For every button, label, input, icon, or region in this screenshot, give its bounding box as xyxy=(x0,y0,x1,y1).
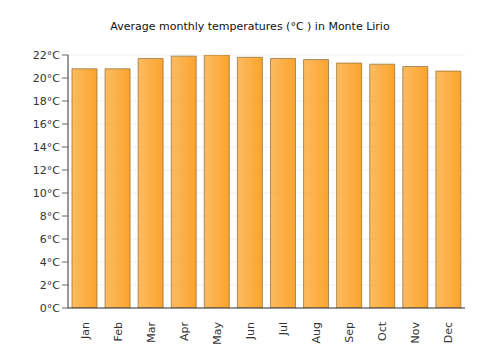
svg-text:16°C: 16°C xyxy=(33,118,60,131)
svg-text:Jan: Jan xyxy=(79,322,92,340)
svg-text:Aug: Aug xyxy=(310,322,323,343)
svg-text:4°C: 4°C xyxy=(40,256,60,269)
svg-text:Jul: Jul xyxy=(277,322,290,336)
svg-text:10°C: 10°C xyxy=(33,187,60,200)
svg-text:12°C: 12°C xyxy=(33,164,60,177)
svg-text:0°C: 0°C xyxy=(40,302,60,315)
svg-text:Jun: Jun xyxy=(244,322,257,340)
svg-text:20°C: 20°C xyxy=(33,72,60,85)
svg-text:Mar: Mar xyxy=(145,322,158,343)
svg-text:Sep: Sep xyxy=(343,322,356,343)
svg-text:2°C: 2°C xyxy=(40,279,60,292)
svg-text:14°C: 14°C xyxy=(33,141,60,154)
svg-text:Dec: Dec xyxy=(442,322,455,343)
svg-text:May: May xyxy=(211,322,224,345)
svg-text:8°C: 8°C xyxy=(40,210,60,223)
svg-text:Oct: Oct xyxy=(376,321,389,341)
svg-text:18°C: 18°C xyxy=(33,95,60,108)
svg-text:Nov: Nov xyxy=(409,322,422,344)
svg-text:6°C: 6°C xyxy=(40,233,60,246)
html-text:Average monthly temperatures (: Average monthly temperatures (°C ) in Mo… xyxy=(110,20,390,33)
svg-text:22°C: 22°C xyxy=(33,49,60,62)
svg-text:Feb: Feb xyxy=(112,322,125,341)
svg-text:Apr: Apr xyxy=(178,322,191,342)
